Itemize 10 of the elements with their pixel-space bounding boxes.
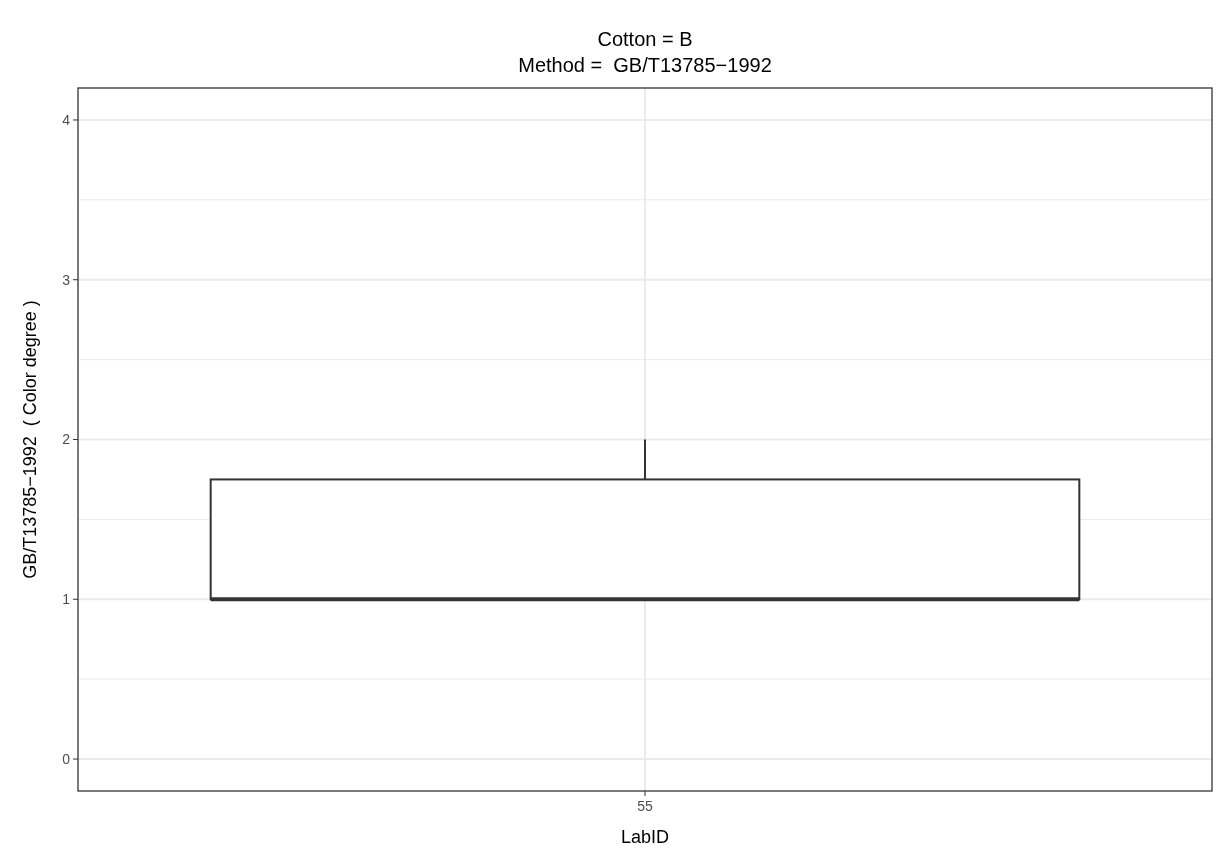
x-axis-title: LabID <box>620 827 670 847</box>
y-tick-label: 4 <box>62 111 71 128</box>
y-tick-label: 3 <box>62 271 71 288</box>
y-tick-label: 1 <box>62 591 71 608</box>
chart-subtitle: Method = GB/T13785−1992 <box>518 54 772 76</box>
y-tick-label: 2 <box>62 431 71 448</box>
chart-title: Cotton = B <box>597 28 693 50</box>
y-tick-label: 0 <box>62 750 71 767</box>
y-axis-title: GB/T13785−1992 ( Color degree ) <box>20 300 40 579</box>
x-tick-label: 55 <box>637 798 653 814</box>
